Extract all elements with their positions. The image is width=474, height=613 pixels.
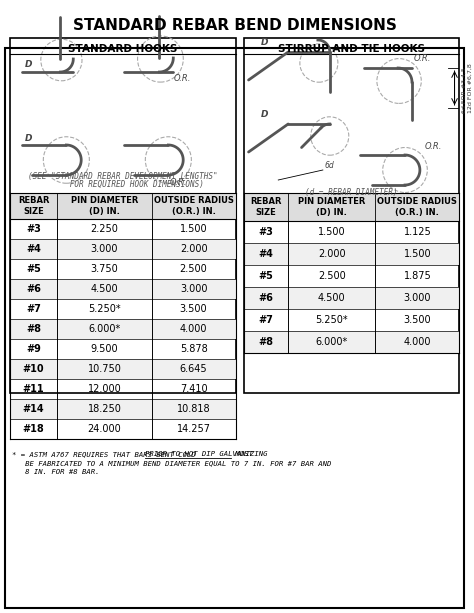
Text: #7: #7 — [258, 315, 273, 325]
Text: #8: #8 — [26, 324, 41, 334]
Text: * = ASTM A767 REQUIRES THAT BARS BENT COLD: * = ASTM A767 REQUIRES THAT BARS BENT CO… — [12, 451, 200, 457]
Text: D: D — [25, 60, 32, 69]
Text: PIN DIAMETER
(D) IN.: PIN DIAMETER (D) IN. — [298, 197, 365, 217]
Text: #4: #4 — [258, 249, 273, 259]
Bar — [244, 287, 459, 309]
Text: 2.000: 2.000 — [180, 244, 208, 254]
Bar — [10, 38, 236, 393]
Text: 1.500: 1.500 — [180, 224, 208, 234]
Bar — [10, 359, 236, 379]
Text: #6: #6 — [26, 284, 41, 294]
Text: 12.000: 12.000 — [88, 384, 121, 394]
Text: 4.500: 4.500 — [318, 293, 346, 303]
Text: 9.500: 9.500 — [91, 344, 118, 354]
Text: O.R.: O.R. — [414, 54, 431, 63]
Text: #5: #5 — [26, 264, 41, 274]
Text: 2.000: 2.000 — [318, 249, 346, 259]
Text: PRIOR TO HOT DIP GALVANIZING: PRIOR TO HOT DIP GALVANIZING — [145, 451, 267, 457]
Text: #4: #4 — [26, 244, 41, 254]
Text: STANDARD HOOKS: STANDARD HOOKS — [68, 44, 177, 54]
Text: 3.500: 3.500 — [180, 304, 208, 314]
Text: 6.000*: 6.000* — [88, 324, 120, 334]
Text: 5.250*: 5.250* — [315, 315, 348, 325]
Text: #14: #14 — [23, 404, 45, 414]
Bar — [244, 38, 459, 393]
Text: 7.410: 7.410 — [180, 384, 208, 394]
Text: PIN DIAMETER
(D) IN.: PIN DIAMETER (D) IN. — [71, 196, 138, 216]
Text: 2.500: 2.500 — [180, 264, 208, 274]
Text: REBAR
SIZE: REBAR SIZE — [18, 196, 49, 216]
Text: #18: #18 — [23, 424, 45, 434]
Text: #6: #6 — [258, 293, 273, 303]
Bar — [10, 279, 236, 299]
Text: 4.500: 4.500 — [91, 284, 118, 294]
Text: D: D — [25, 134, 32, 143]
Text: 5.250*: 5.250* — [88, 304, 121, 314]
Text: 2.500: 2.500 — [318, 271, 346, 281]
Bar — [244, 193, 459, 221]
Bar — [10, 193, 236, 219]
Text: #3: #3 — [26, 224, 41, 234]
Text: FOR REQUIRED HOOK DIMENSIONS): FOR REQUIRED HOOK DIMENSIONS) — [42, 180, 204, 189]
Text: 14.257: 14.257 — [177, 424, 210, 434]
Text: 1.125: 1.125 — [403, 227, 431, 237]
Text: 4.000: 4.000 — [404, 337, 431, 347]
Text: 10.750: 10.750 — [88, 364, 121, 374]
Text: 1.500: 1.500 — [403, 249, 431, 259]
Text: #3: #3 — [258, 227, 273, 237]
Text: STANDARD REBAR BEND DIMENSIONS: STANDARD REBAR BEND DIMENSIONS — [73, 18, 397, 33]
Text: 2.250: 2.250 — [91, 224, 118, 234]
Text: 3.000: 3.000 — [180, 284, 207, 294]
Text: 4.000: 4.000 — [180, 324, 207, 334]
Text: 24.000: 24.000 — [88, 424, 121, 434]
Bar — [10, 239, 236, 259]
Text: 5.878: 5.878 — [180, 344, 208, 354]
Text: 6d FOR #3,4,5
12d FOR #6,7,8: 6d FOR #3,4,5 12d FOR #6,7,8 — [462, 63, 472, 113]
Text: O.R.: O.R. — [173, 74, 191, 83]
Bar — [244, 243, 459, 265]
Text: 3.000: 3.000 — [91, 244, 118, 254]
Text: 18.250: 18.250 — [88, 404, 121, 414]
Text: #9: #9 — [26, 344, 41, 354]
Text: #7: #7 — [26, 304, 41, 314]
Text: #11: #11 — [23, 384, 45, 394]
Bar — [10, 399, 236, 419]
Text: OUTSIDE RADIUS
(O.R.) IN.: OUTSIDE RADIUS (O.R.) IN. — [154, 196, 234, 216]
Text: OUTSIDE RADIUS
(O.R.) IN.: OUTSIDE RADIUS (O.R.) IN. — [377, 197, 457, 217]
Text: 3.000: 3.000 — [404, 293, 431, 303]
Text: 1.500: 1.500 — [318, 227, 346, 237]
Text: BE FABRICATED TO A MINIMUM BEND DIAMETER EQUAL TO 7 IN. FOR #7 BAR AND: BE FABRICATED TO A MINIMUM BEND DIAMETER… — [12, 460, 331, 466]
Text: MUST: MUST — [231, 451, 253, 457]
Text: 6d: 6d — [325, 161, 335, 170]
Text: 10.818: 10.818 — [177, 404, 210, 414]
Text: D: D — [260, 110, 268, 119]
Text: 3.750: 3.750 — [91, 264, 118, 274]
Text: #5: #5 — [258, 271, 273, 281]
Text: REBAR
SIZE: REBAR SIZE — [250, 197, 282, 217]
Bar — [10, 319, 236, 339]
Text: O.R.: O.R. — [425, 142, 442, 151]
Text: 1.875: 1.875 — [403, 271, 431, 281]
Text: 8 IN. FOR #8 BAR.: 8 IN. FOR #8 BAR. — [12, 469, 100, 475]
Text: 3.500: 3.500 — [403, 315, 431, 325]
Text: #10: #10 — [23, 364, 45, 374]
Text: 6.645: 6.645 — [180, 364, 208, 374]
Text: O.R.: O.R. — [169, 178, 187, 187]
Text: 6.000*: 6.000* — [316, 337, 348, 347]
Text: #8: #8 — [258, 337, 273, 347]
Bar — [244, 331, 459, 353]
Text: STIRRUP AND TIE HOOKS: STIRRUP AND TIE HOOKS — [278, 44, 425, 54]
Text: D: D — [260, 38, 268, 47]
Text: (SEE "STANDARD REBAR DEVELOPMENT LENGTHS": (SEE "STANDARD REBAR DEVELOPMENT LENGTHS… — [28, 172, 218, 181]
Text: (d = REBAR DIAMETER): (d = REBAR DIAMETER) — [305, 188, 398, 197]
